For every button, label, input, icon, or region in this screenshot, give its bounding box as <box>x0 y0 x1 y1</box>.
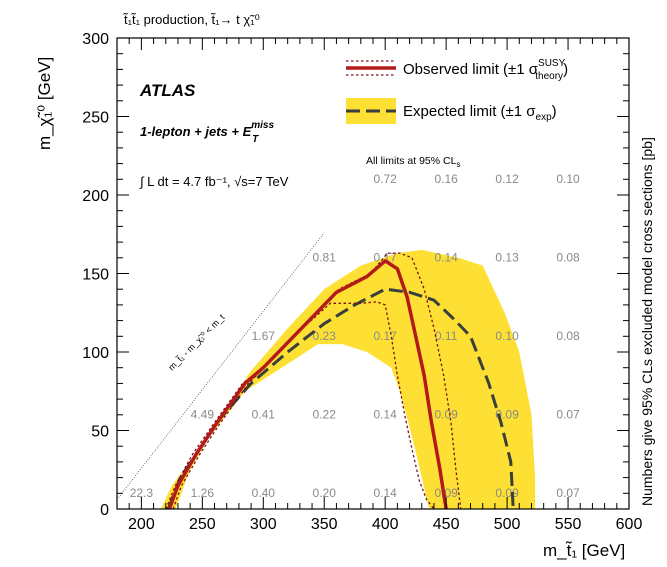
x-tick-label: 400 <box>372 516 399 533</box>
cross-section-value: 0.14 <box>374 408 398 422</box>
channel-label: 1-lepton + jets + Emiss T <box>140 120 274 145</box>
cross-section-value: 0.13 <box>495 251 519 265</box>
cross-section-value: 0.08 <box>556 329 580 343</box>
y-tick-label: 150 <box>82 267 109 284</box>
cls-note: All limits at 95% CLs <box>366 155 460 169</box>
x-tick-label: 350 <box>311 516 338 533</box>
cross-section-value: 0.14 <box>374 486 398 500</box>
legend-expected-label: Expected limit (±1 σexp) <box>403 103 557 123</box>
legend-expected-sub: exp <box>536 112 553 123</box>
y-tick-label: 0 <box>100 502 109 519</box>
axis-tick-labels: 200 250 300 350 400 450 500 550 600 0 50 100 150 200 2… <box>82 31 642 533</box>
observed-limit-line <box>167 259 448 509</box>
cross-section-value: 1.26 <box>191 486 215 500</box>
cross-section-value: 0.16 <box>434 172 458 186</box>
x-tick-label: 250 <box>189 516 216 533</box>
cross-section-value: 0.07 <box>556 408 580 422</box>
observed-plus-theory-line <box>172 252 462 509</box>
cross-section-value: 0.72 <box>374 172 398 186</box>
x-tick-label: 500 <box>494 516 521 533</box>
y-tick-label: 100 <box>82 345 109 362</box>
legend-expected-text: Expected limit (±1 σ <box>403 103 536 120</box>
cross-section-value: 0.81 <box>313 251 337 265</box>
cross-section-value: 0.08 <box>556 251 580 265</box>
channel-text: 1-lepton + jets + E <box>140 124 252 139</box>
kinematic-boundary-line <box>117 232 325 500</box>
legend-observed-sup: SUSY <box>538 58 566 69</box>
cross-section-value: 0.17 <box>374 251 398 265</box>
expected-band-layer <box>160 249 536 509</box>
x-tick-label: 300 <box>250 516 277 533</box>
cross-section-value: 0.11 <box>435 329 458 343</box>
x-tick-label: 550 <box>555 516 582 533</box>
cross-section-value: 0.22 <box>313 408 337 422</box>
legend-observed-label: Observed limit (±1 σSUSY theory) <box>403 58 568 82</box>
y-tick-label: 200 <box>82 188 109 205</box>
cross-section-value: 0.10 <box>495 329 519 343</box>
cross-section-value: 22.3 <box>130 486 154 500</box>
right-axis-label: Numbers give 95% CLs excluded model cros… <box>639 137 655 506</box>
cross-section-value: 0.17 <box>374 329 398 343</box>
y-tick-label: 300 <box>82 31 109 48</box>
y-tick-label: 250 <box>82 110 109 127</box>
y-tick-label: 50 <box>91 424 109 441</box>
atlas-label: ATLAS <box>139 81 196 100</box>
cls-note-text: All limits at 95% CL <box>366 155 457 167</box>
cross-section-value: 0.09 <box>434 486 458 500</box>
x-tick-label: 200 <box>128 516 155 533</box>
x-tick-label: 600 <box>616 516 643 533</box>
channel-sub: T <box>252 134 259 145</box>
legend-observed-text: Observed limit (±1 σ <box>403 61 539 78</box>
legend-observed-sub: theory <box>535 71 563 82</box>
limit-lines-layer <box>165 252 515 509</box>
x-tick-label: 450 <box>433 516 460 533</box>
legend: Observed limit (±1 σSUSY theory) Expected… <box>346 58 568 124</box>
cross-section-value: 0.20 <box>313 486 337 500</box>
y-axis-label: m_χ̃₁⁰ [GeV] <box>35 57 54 150</box>
cross-section-value: 1.67 <box>252 329 276 343</box>
observed-minus-theory-line <box>165 301 435 509</box>
channel-sup: miss <box>251 120 274 131</box>
chart-title: t̃₁t̃₁ production, t̃₁→ t χ̃₁⁰ <box>123 12 260 27</box>
cross-section-value: 0.09 <box>434 408 458 422</box>
cross-section-value: 0.14 <box>434 251 458 265</box>
kinematic-line-layer <box>117 232 325 500</box>
axis-ticks <box>116 37 630 510</box>
cross-section-value: 4.49 <box>191 408 215 422</box>
cross-section-value: 0.12 <box>495 172 519 186</box>
x-axis-label: m_t̃₁ [GeV] <box>543 541 625 560</box>
cls-note-sub: s <box>456 160 460 169</box>
cross-section-value: 0.09 <box>495 408 519 422</box>
luminosity-label: ∫ L dt = 4.7 fb⁻¹, √s=7 TeV <box>139 174 289 189</box>
cross-section-value: 0.23 <box>313 329 337 343</box>
kinematic-label: m_t̃₁ - m_χ̃₁⁰ < m_t <box>166 312 227 373</box>
expected-band <box>160 249 536 509</box>
cross-section-value: 0.40 <box>252 486 276 500</box>
cross-section-numbers: 22.3 1.26 0.40 0.20 0.14 0.09 0.09 0.07 4.49 0.41… <box>130 172 580 500</box>
cross-section-value: 0.10 <box>556 172 580 186</box>
cross-section-value: 0.07 <box>556 486 580 500</box>
cross-section-value: 0.41 <box>252 408 276 422</box>
